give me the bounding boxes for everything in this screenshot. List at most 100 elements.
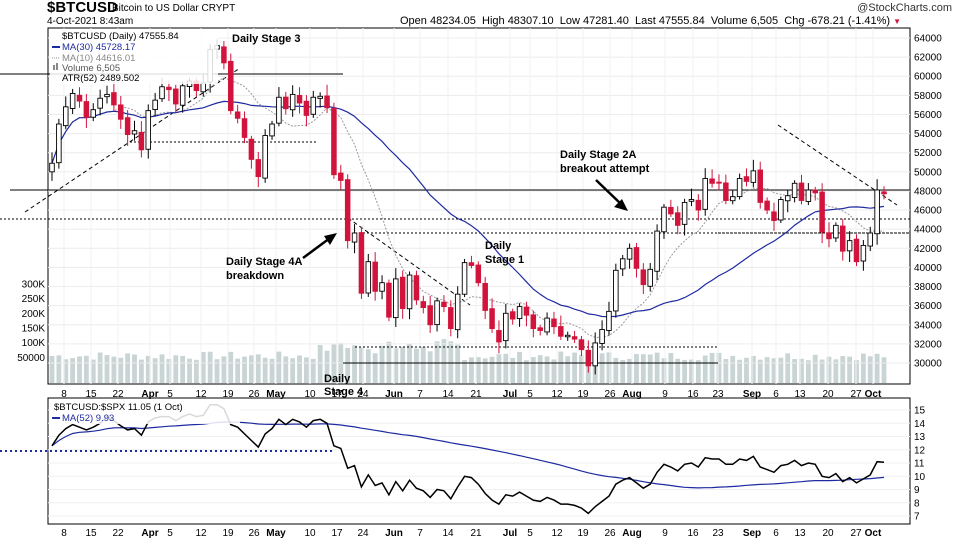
candle-body — [283, 96, 289, 110]
open-label: Open — [400, 15, 427, 27]
candle-body — [289, 93, 296, 111]
open-value: 48234.05 — [429, 15, 476, 27]
date-tick-label: 5 — [167, 389, 173, 400]
candle-body — [633, 247, 640, 269]
candle-body — [881, 191, 887, 195]
date-tick-label: 12 — [195, 389, 207, 400]
candle-body — [365, 261, 372, 294]
ratio-date-tick-label: 12 — [551, 528, 563, 539]
ratio-date-tick-label: 13 — [794, 528, 806, 539]
ratio-date-tick-label: 27 — [850, 528, 862, 539]
candle-body — [867, 232, 873, 247]
date-tick-label: 16 — [687, 389, 699, 400]
candle-body — [448, 307, 454, 330]
price-tick-label: 46000 — [914, 206, 942, 217]
volume-bar — [427, 351, 433, 383]
volume-bar — [572, 352, 577, 383]
candle-body — [764, 200, 770, 211]
chg-label: Chg — [784, 15, 805, 27]
ratio-date-tick-label: Jul — [503, 528, 518, 539]
volume-tick-label: 150K — [22, 324, 46, 335]
candle-body — [296, 94, 303, 104]
candle-body — [200, 82, 207, 93]
ratio-y-axis: 7 8 9 10 11 12 13 14 15 — [914, 406, 926, 523]
candle-body — [551, 318, 557, 328]
candle-body — [537, 327, 543, 331]
volume-bar — [558, 351, 564, 383]
date-tick-label: 13 — [794, 389, 806, 400]
price-tick-label: 42000 — [914, 244, 942, 255]
price-legend: $BTCUSD (Daily) 47555.84 MA(30) 45728.17… — [50, 30, 218, 84]
candle-body — [523, 306, 530, 316]
candle-body — [179, 85, 186, 106]
volume-label: Volume — [710, 15, 748, 27]
ratio-tick-label: 9 — [914, 485, 920, 496]
candle-body — [606, 310, 612, 331]
volume-bar — [56, 355, 62, 383]
candle-body — [104, 93, 110, 98]
volume-bar — [723, 358, 729, 383]
volume-bar — [606, 352, 612, 383]
volume-tick-label: 300K — [22, 280, 46, 291]
candle-body — [860, 244, 867, 262]
ratio-date-tick-label: May — [266, 528, 286, 539]
candle-body — [482, 283, 488, 311]
volume-bar — [111, 356, 117, 383]
volume-bar — [290, 358, 296, 383]
price-tick-label: 36000 — [914, 301, 942, 312]
arrow-stage2a-icon — [595, 179, 628, 211]
volume-y-axis: 50000 100K 150K 200K 250K 300K — [17, 280, 45, 364]
volume-bar — [345, 347, 351, 383]
candle-body — [221, 46, 227, 64]
volume-bar — [448, 341, 454, 383]
ratio-date-tick-label: 10 — [304, 528, 316, 539]
volume-tick-label: 50000 — [17, 353, 45, 364]
candle-body — [338, 172, 344, 181]
volume-bar — [63, 359, 69, 383]
legend-volume: Volume 6,505 — [62, 63, 120, 74]
candle-body — [399, 276, 406, 309]
candle-body — [805, 189, 812, 202]
volume-bar — [386, 341, 392, 383]
ratio-date-tick-label: 5 — [167, 528, 173, 539]
candle-body — [111, 92, 117, 106]
candle-body — [599, 329, 605, 344]
candle-body — [558, 326, 564, 337]
ratio-tick-label: 11 — [914, 459, 925, 470]
candle-body — [688, 199, 695, 202]
volume-bar — [180, 355, 186, 383]
candle-body — [269, 123, 275, 137]
legend-ratio-ma: MA(52) 9.93 — [62, 413, 114, 424]
trendline-falling-may — [347, 217, 471, 306]
ratio-date-tick-label: 14 — [442, 528, 454, 539]
candle-body — [839, 225, 846, 252]
ratio-tick-label: 10 — [914, 472, 926, 483]
date-tick-label: 9 — [662, 389, 668, 400]
ratio-date-tick-label: 26 — [604, 528, 616, 539]
candle-body — [723, 182, 729, 201]
candle-body — [413, 275, 420, 301]
candle-body — [372, 261, 378, 292]
candle-body — [69, 92, 76, 109]
price-tick-label: 54000 — [914, 129, 942, 140]
candle-body — [468, 262, 475, 266]
date-tick-label: Jun — [385, 389, 403, 400]
candle-body — [503, 312, 509, 342]
volume-bar — [475, 357, 481, 383]
ratio-date-tick-label: 7 — [417, 528, 423, 539]
price-tick-label: 62000 — [914, 53, 942, 64]
volume-bar — [83, 355, 89, 383]
low-label: Low — [559, 15, 580, 27]
candle-body — [145, 110, 152, 150]
volume-tick-label: 200K — [22, 309, 46, 320]
volume-bar — [187, 358, 192, 383]
price-tick-label: 50000 — [914, 167, 942, 178]
ratio-date-tick-label: Sep — [743, 528, 761, 539]
last-value: 47555.84 — [658, 15, 705, 27]
candle-body — [138, 131, 145, 151]
candle-body — [344, 179, 351, 242]
date-tick-label: 5 — [527, 389, 533, 400]
stockcharts-watermark: @StockCharts.com — [857, 2, 952, 14]
price-tick-label: 52000 — [914, 148, 942, 159]
annotation-stage4a-line2: breakdown — [226, 270, 284, 282]
